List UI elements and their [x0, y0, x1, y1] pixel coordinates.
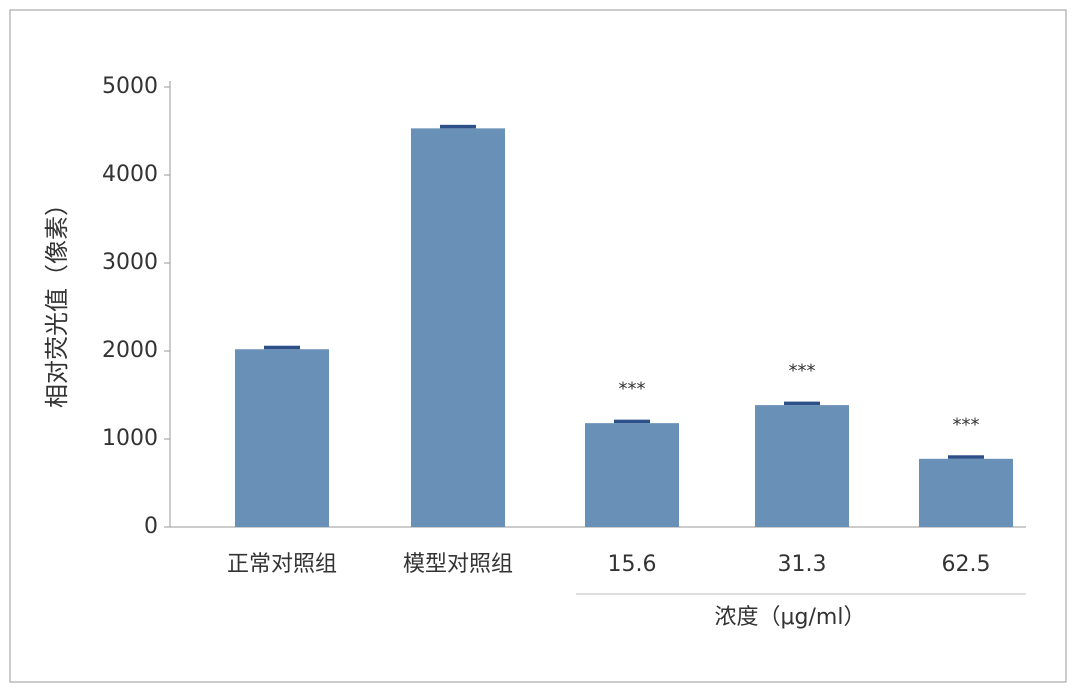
significance-label: *** — [953, 414, 980, 435]
frame — [9, 9, 1067, 683]
x-axis-label: 浓度（μg/ml） — [715, 605, 866, 630]
bar — [585, 423, 679, 527]
y-axis-label: 相对荧光值（像素） — [43, 192, 71, 408]
y-tick-label: 5000 — [102, 74, 158, 99]
error-bar — [264, 345, 300, 350]
x-tick-label: 模型对照组 — [403, 552, 513, 577]
x-tick-label: 31.3 — [778, 552, 827, 577]
y-tick-label: 3000 — [102, 250, 158, 275]
error-bar — [614, 419, 650, 424]
error-bar — [948, 455, 984, 459]
bar — [235, 349, 329, 527]
significance-label: *** — [789, 361, 816, 382]
y-tick-label: 0 — [144, 514, 158, 539]
y-tick-label: 1000 — [102, 426, 158, 451]
x-tick-label: 正常对照组 — [227, 552, 337, 577]
x-tick-label: 62.5 — [942, 552, 991, 577]
bar — [411, 128, 505, 528]
bar — [755, 405, 849, 527]
error-bar — [440, 124, 476, 129]
y-tick-label: 2000 — [102, 338, 158, 363]
y-tick-label: 4000 — [102, 162, 158, 187]
error-bar — [784, 401, 820, 406]
x-tick-label: 15.6 — [608, 552, 657, 577]
significance-label: *** — [619, 379, 646, 400]
bar — [919, 458, 1013, 527]
